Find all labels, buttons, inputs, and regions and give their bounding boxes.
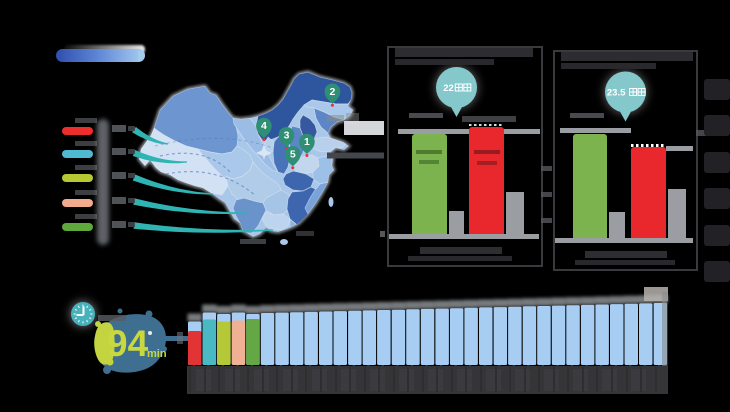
svg-text:1: 1	[304, 136, 310, 148]
svg-text:23.5: 23.5	[607, 88, 626, 99]
svg-text:min: min	[147, 348, 167, 360]
svg-text:4: 4	[261, 120, 267, 132]
svg-text:94: 94	[107, 323, 149, 364]
svg-text:2: 2	[329, 86, 335, 98]
svg-text:5: 5	[290, 148, 296, 160]
svg-text:3: 3	[284, 129, 290, 141]
svg-text:22: 22	[443, 83, 454, 94]
